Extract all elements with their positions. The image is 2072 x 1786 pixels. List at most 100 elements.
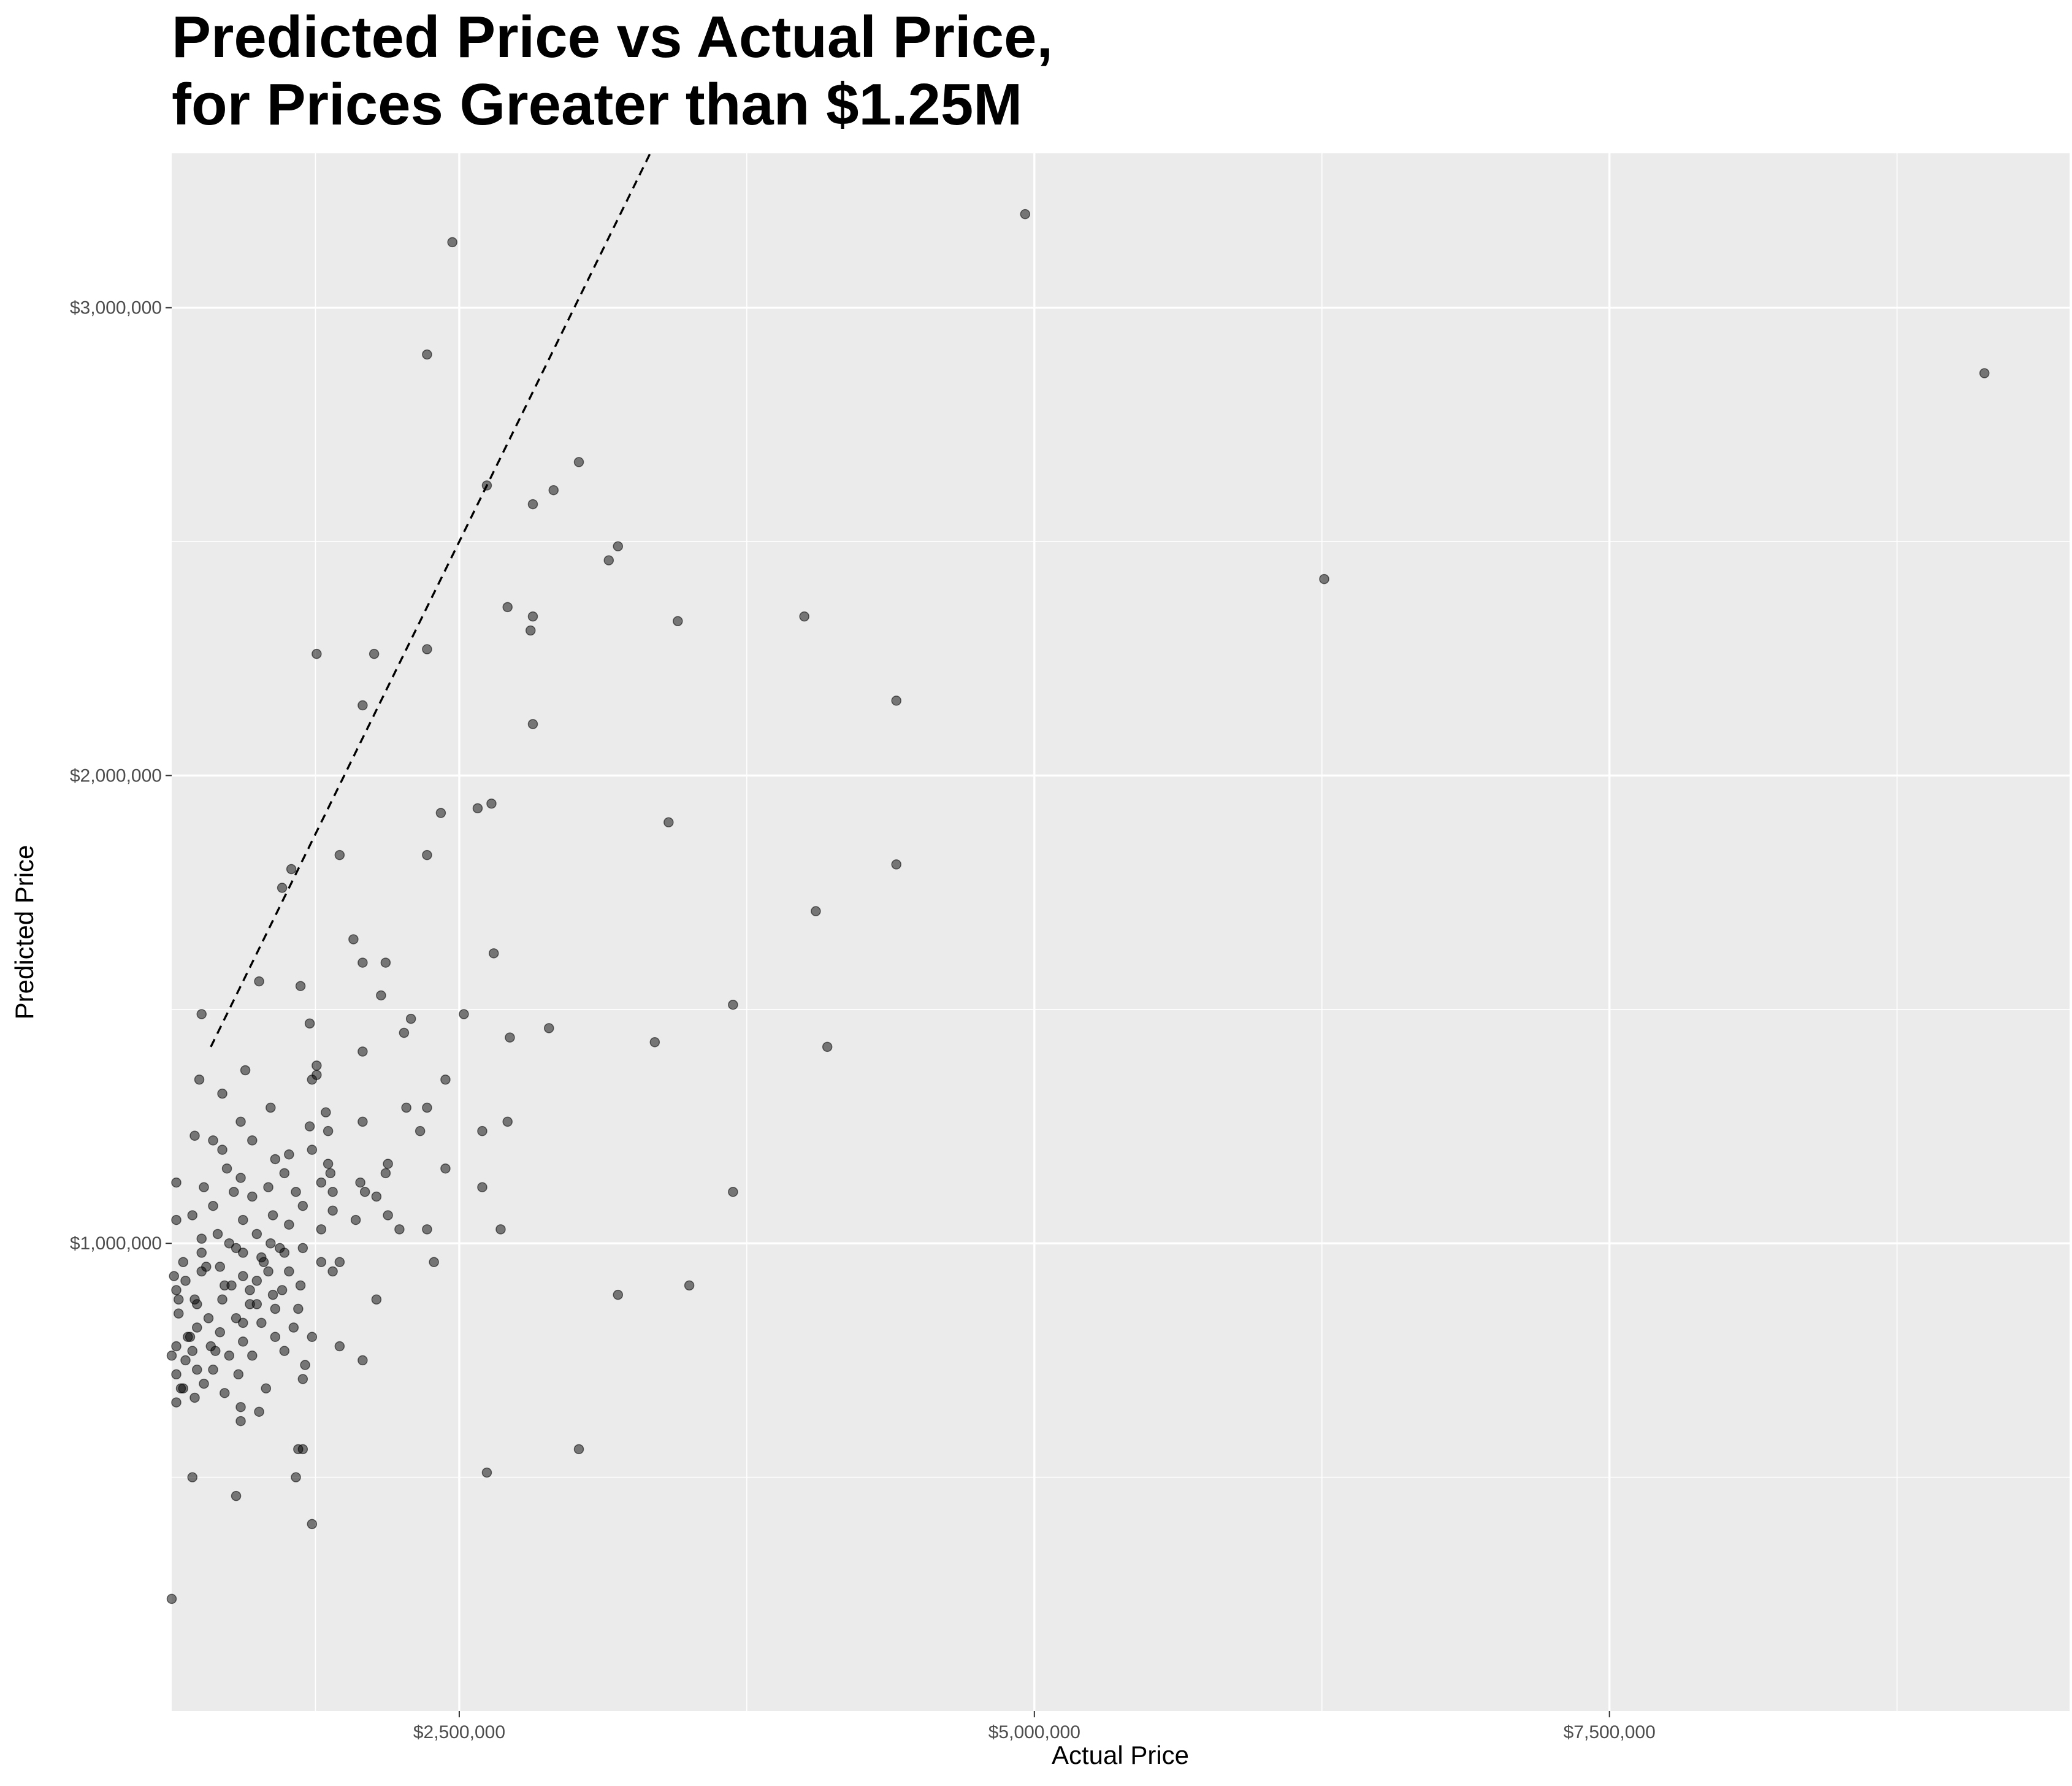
- chart-title-line-1: Predicted Price vs Actual Price,: [172, 4, 1053, 70]
- data-point: [251, 1299, 262, 1309]
- data-point: [422, 1102, 432, 1113]
- data-point: [220, 1280, 230, 1291]
- data-point: [171, 1341, 182, 1352]
- identity-reference-line: [210, 153, 651, 1048]
- data-point: [192, 1322, 202, 1333]
- data-point: [481, 480, 492, 491]
- data-point: [233, 1369, 244, 1380]
- data-point: [891, 696, 901, 706]
- data-point: [293, 1303, 304, 1314]
- data-point: [394, 1224, 405, 1235]
- data-point: [348, 934, 359, 945]
- data-point: [279, 1346, 290, 1356]
- data-point: [1020, 209, 1031, 220]
- data-point: [208, 1200, 218, 1211]
- data-point: [502, 1116, 513, 1127]
- data-point: [254, 976, 264, 987]
- data-point: [212, 1228, 223, 1240]
- data-point: [355, 1177, 365, 1188]
- data-point: [1319, 573, 1329, 584]
- data-point: [350, 1214, 361, 1225]
- data-point: [380, 1168, 391, 1179]
- data-point: [307, 1144, 318, 1155]
- data-point: [166, 1593, 177, 1604]
- data-point: [261, 1383, 272, 1393]
- data-point: [357, 957, 368, 968]
- data-point: [238, 1317, 248, 1328]
- data-point: [220, 1388, 230, 1398]
- data-point: [235, 1116, 246, 1127]
- data-point: [613, 541, 624, 551]
- data-point: [267, 1210, 278, 1221]
- data-point: [266, 1102, 276, 1113]
- data-point: [247, 1351, 258, 1361]
- data-point: [196, 1248, 207, 1258]
- data-point: [371, 1191, 382, 1202]
- data-point: [245, 1285, 255, 1295]
- data-point: [477, 1125, 487, 1136]
- data-point: [251, 1276, 262, 1286]
- data-point: [440, 1075, 451, 1085]
- data-point: [291, 1472, 301, 1482]
- data-point: [221, 1163, 232, 1174]
- data-point: [203, 1313, 214, 1324]
- data-point: [270, 1154, 281, 1165]
- data-point: [171, 1177, 182, 1188]
- grid-lines: [172, 153, 2070, 1711]
- data-point: [251, 1228, 262, 1240]
- data-point: [371, 1294, 382, 1305]
- data-point: [189, 1392, 200, 1403]
- data-point: [472, 803, 483, 814]
- data-point: [238, 1248, 248, 1258]
- data-point: [325, 1168, 336, 1179]
- data-point: [573, 1444, 584, 1455]
- data-point: [405, 1013, 416, 1024]
- data-point: [300, 1360, 310, 1370]
- data-point: [357, 700, 368, 711]
- data-point: [240, 1065, 251, 1076]
- data-point: [527, 611, 538, 622]
- data-point: [304, 1121, 315, 1132]
- data-point: [1979, 368, 1990, 378]
- data-point: [527, 719, 538, 729]
- data-point: [495, 1224, 506, 1235]
- y-tick-label: $2,000,000: [70, 765, 162, 786]
- data-point: [357, 1355, 368, 1366]
- data-point: [270, 1332, 281, 1343]
- data-point: [297, 1374, 308, 1384]
- data-point: [231, 1313, 242, 1324]
- data-point: [401, 1102, 411, 1113]
- data-point: [215, 1262, 226, 1272]
- x-tick-label: $2,500,000: [413, 1722, 505, 1742]
- data-point: [196, 1233, 207, 1244]
- data-point: [573, 457, 584, 467]
- data-point: [447, 237, 457, 248]
- data-point: [415, 1125, 426, 1136]
- plot-panel: [172, 153, 2070, 1711]
- data-point: [422, 644, 432, 654]
- data-point: [307, 1519, 318, 1530]
- data-point: [231, 1490, 242, 1501]
- data-point: [422, 349, 432, 360]
- data-point: [277, 1285, 288, 1295]
- data-point: [316, 1224, 327, 1235]
- x-axis-title: Actual Price: [1052, 1741, 1189, 1769]
- data-point: [359, 1187, 370, 1197]
- y-axis: $1,000,000 $2,000,000 $3,000,000: [70, 298, 172, 1254]
- data-point: [270, 1303, 281, 1314]
- data-point: [297, 1243, 308, 1254]
- data-point: [247, 1135, 258, 1146]
- data-point: [286, 864, 297, 875]
- data-point: [383, 1210, 393, 1221]
- data-point: [267, 1289, 278, 1300]
- data-point: [284, 1149, 294, 1160]
- data-point: [502, 602, 513, 613]
- data-point: [169, 1271, 180, 1281]
- data-point: [263, 1182, 273, 1192]
- data-point: [307, 1075, 318, 1085]
- data-point: [284, 1219, 294, 1230]
- data-point: [822, 1041, 833, 1052]
- data-point: [208, 1135, 218, 1146]
- data-point: [649, 1037, 660, 1048]
- data-point: [256, 1317, 267, 1328]
